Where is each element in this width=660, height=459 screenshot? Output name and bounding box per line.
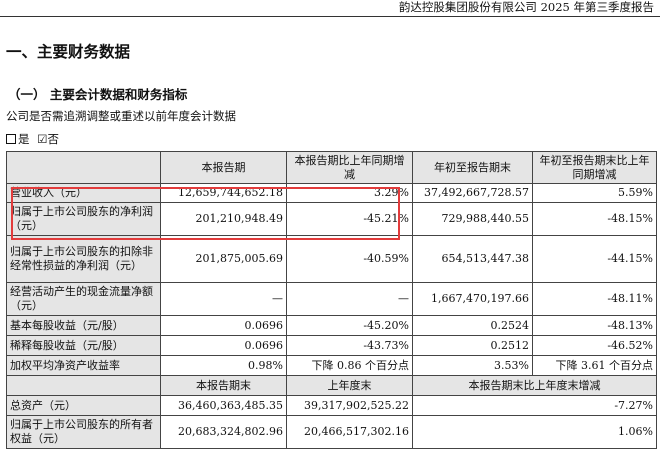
table-cell: 下降 0.86 个百分点 xyxy=(286,355,413,376)
table-header-row: 本报告期 本报告期比上年同期增减 年初至报告期末 年初至报告期末比上年同期增减 xyxy=(6,151,657,184)
table-cell: -40.59% xyxy=(286,235,413,283)
header-cell xyxy=(6,151,161,184)
row-label: 营业收入（元） xyxy=(6,183,161,203)
restate-options: 是 ☑否 xyxy=(6,131,59,147)
table-cell: -48.15% xyxy=(532,202,657,236)
table-cell: 0.0696 xyxy=(160,315,287,336)
table-cell: 0.2512 xyxy=(412,335,533,356)
table-cell: -44.15% xyxy=(532,235,657,283)
table-row: 经营活动产生的现金流量净额（元） — — 1,667,470,197.66 -4… xyxy=(6,282,657,316)
table-cell: 37,492,667,728.57 xyxy=(412,183,533,203)
header-cell: 上年度末 xyxy=(286,375,413,396)
row-label: 基本每股收益（元/股） xyxy=(6,315,161,336)
row-label: 经营活动产生的现金流量净额（元） xyxy=(6,282,161,316)
option-no: 否 xyxy=(47,132,59,146)
header-cell: 年初至报告期末 xyxy=(412,151,533,184)
restate-question: 公司是否需追溯调整或重述以前年度会计数据 xyxy=(6,109,236,123)
table-cell: -48.11% xyxy=(532,282,657,316)
table-cell: -45.21% xyxy=(286,202,413,236)
option-yes: 是 xyxy=(18,132,30,146)
financial-data-table: 本报告期 本报告期比上年同期增减 年初至报告期末 年初至报告期末比上年同期增减 … xyxy=(6,151,657,449)
checkbox-checked-icon[interactable]: ☑ xyxy=(37,132,48,146)
table-cell: 5.59% xyxy=(532,183,657,203)
section-title: 一、主要财务数据 xyxy=(6,43,131,61)
table-cell: -48.13% xyxy=(532,315,657,336)
row-label: 归属于上市公司股东的所有者权益（元） xyxy=(6,415,161,449)
header-cell: 本报告期末比上年度末增减 xyxy=(412,375,657,396)
table-cell: 20,683,324,802.96 xyxy=(160,415,287,449)
subsection-title: （一） 主要会计数据和财务指标 xyxy=(8,87,188,102)
header-cell: 本报告期 xyxy=(160,151,287,184)
table-row: 营业收入（元） 12,659,744,652.18 3.29% 37,492,6… xyxy=(6,183,657,203)
table-cell: 0.2524 xyxy=(412,315,533,336)
row-label: 归属于上市公司股东的扣除非经常性损益的净利润（元） xyxy=(6,235,161,283)
row-label: 总资产（元） xyxy=(6,395,161,416)
table-cell: — xyxy=(286,282,413,316)
table-cell: 729,988,440.55 xyxy=(412,202,533,236)
table-cell: 1.06% xyxy=(412,415,657,449)
table-cell: 654,513,447.38 xyxy=(412,235,533,283)
table-row: 归属于上市公司股东的扣除非经常性损益的净利润（元） 201,875,005.69… xyxy=(6,235,657,283)
row-label: 归属于上市公司股东的净利润（元） xyxy=(6,202,161,236)
checkbox-empty-icon[interactable] xyxy=(6,134,16,144)
table-cell: -7.27% xyxy=(412,395,657,416)
page-header-rule xyxy=(0,0,660,17)
table-cell: -43.73% xyxy=(286,335,413,356)
row-label: 加权平均净资产收益率 xyxy=(6,355,161,376)
table-cell: -46.52% xyxy=(532,335,657,356)
table-cell: -45.20% xyxy=(286,315,413,336)
table-row: 稀释每股收益（元/股） 0.0696 -43.73% 0.2512 -46.52… xyxy=(6,335,657,356)
header-cell: 年初至报告期末比上年同期增减 xyxy=(532,151,657,184)
table-cell: 1,667,470,197.66 xyxy=(412,282,533,316)
table-row: 总资产（元） 36,460,363,485.35 39,317,902,525.… xyxy=(6,395,657,416)
table-cell: 下降 3.61 个百分点 xyxy=(532,355,657,376)
table-row: 归属于上市公司股东的所有者权益（元） 20,683,324,802.96 20,… xyxy=(6,415,657,449)
table-row: 加权平均净资产收益率 0.98% 下降 0.86 个百分点 3.53% 下降 3… xyxy=(6,355,657,376)
table-cell: 12,659,744,652.18 xyxy=(160,183,287,203)
table-cell: 3.29% xyxy=(286,183,413,203)
table-cell: 39,317,902,525.22 xyxy=(286,395,413,416)
table-cell: 3.53% xyxy=(412,355,533,376)
page-header: 韵达控股集团股份有限公司 2025 年第三季度报告 xyxy=(398,0,654,14)
table-header-row: 本报告期末 上年度末 本报告期末比上年度末增减 xyxy=(6,375,657,396)
table-cell: 20,466,517,302.16 xyxy=(286,415,413,449)
header-cell xyxy=(6,375,161,396)
header-cell: 本报告期末 xyxy=(160,375,287,396)
table-cell: — xyxy=(160,282,287,316)
row-label: 稀释每股收益（元/股） xyxy=(6,335,161,356)
table-cell: 201,875,005.69 xyxy=(160,235,287,283)
header-cell: 本报告期比上年同期增减 xyxy=(286,151,413,184)
table-row: 归属于上市公司股东的净利润（元） 201,210,948.49 -45.21% … xyxy=(6,202,657,236)
table-row: 基本每股收益（元/股） 0.0696 -45.20% 0.2524 -48.13… xyxy=(6,315,657,336)
table-cell: 0.98% xyxy=(160,355,287,376)
table-cell: 0.0696 xyxy=(160,335,287,356)
table-cell: 201,210,948.49 xyxy=(160,202,287,236)
table-cell: 36,460,363,485.35 xyxy=(160,395,287,416)
